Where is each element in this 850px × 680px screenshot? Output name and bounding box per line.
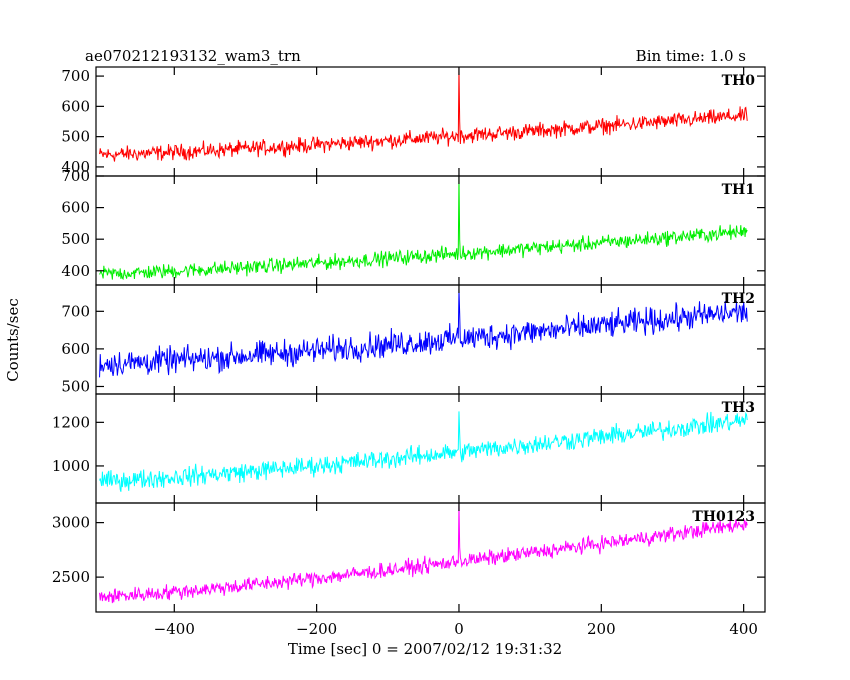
y-tick-label-th2: 500	[61, 377, 90, 395]
y-tick-label-th0: 500	[61, 128, 90, 146]
panel-frame-th2	[95, 284, 766, 395]
panel-label-th2: TH2	[722, 291, 755, 307]
y-tick-label-th1: 600	[61, 199, 90, 217]
series-line-th3	[99, 411, 748, 492]
x-tick-label: 200	[587, 620, 616, 638]
y-tick-label-th3: 1000	[52, 457, 90, 475]
series-line-th0123	[99, 503, 748, 604]
y-tick-label-th1: 500	[61, 230, 90, 248]
panel-label-th3: TH3	[722, 400, 755, 416]
y-tick-label-th0: 700	[61, 67, 90, 85]
bin-time-label: Bin time: 1.0 s	[636, 47, 746, 65]
panel-label-th1: TH1	[722, 182, 755, 198]
series-line-th2	[99, 288, 748, 378]
y-tick-label-th3: 1200	[52, 413, 90, 431]
y-tick-label-th0: 400	[61, 158, 90, 176]
x-tick-label: −400	[154, 620, 195, 638]
x-tick-label: 0	[454, 620, 464, 638]
panel-frame-th1	[95, 175, 766, 286]
x-tick-label: −200	[296, 620, 337, 638]
chart-title: ae070212193132_wam3_trn	[85, 47, 301, 65]
series-line-th0	[99, 67, 748, 162]
x-tick-label: 400	[729, 620, 758, 638]
y-tick-label-th0123: 3000	[52, 514, 90, 532]
y-axis-label: Counts/sec	[4, 298, 22, 382]
series-line-th1	[99, 176, 748, 281]
panels-group: 400 500 600 700 TH0 400 500 600 700 TH1 500 600 700 T…	[52, 66, 766, 638]
y-tick-label-th2: 600	[61, 340, 90, 358]
panel-frame-th3	[95, 393, 766, 504]
x-axis-label: Time [sec] 0 = 2007/02/12 19:31:32	[288, 640, 562, 658]
y-tick-label-th0: 600	[61, 97, 90, 115]
y-tick-label-th1: 700	[61, 167, 90, 185]
panel-label-th0123: TH0123	[692, 509, 755, 525]
panel-frame-th0123	[95, 502, 766, 613]
y-tick-label-th1: 400	[61, 262, 90, 280]
y-tick-label-th0123: 2500	[52, 568, 90, 586]
y-tick-label-th2: 700	[61, 302, 90, 320]
panel-label-th0: TH0	[722, 73, 756, 89]
